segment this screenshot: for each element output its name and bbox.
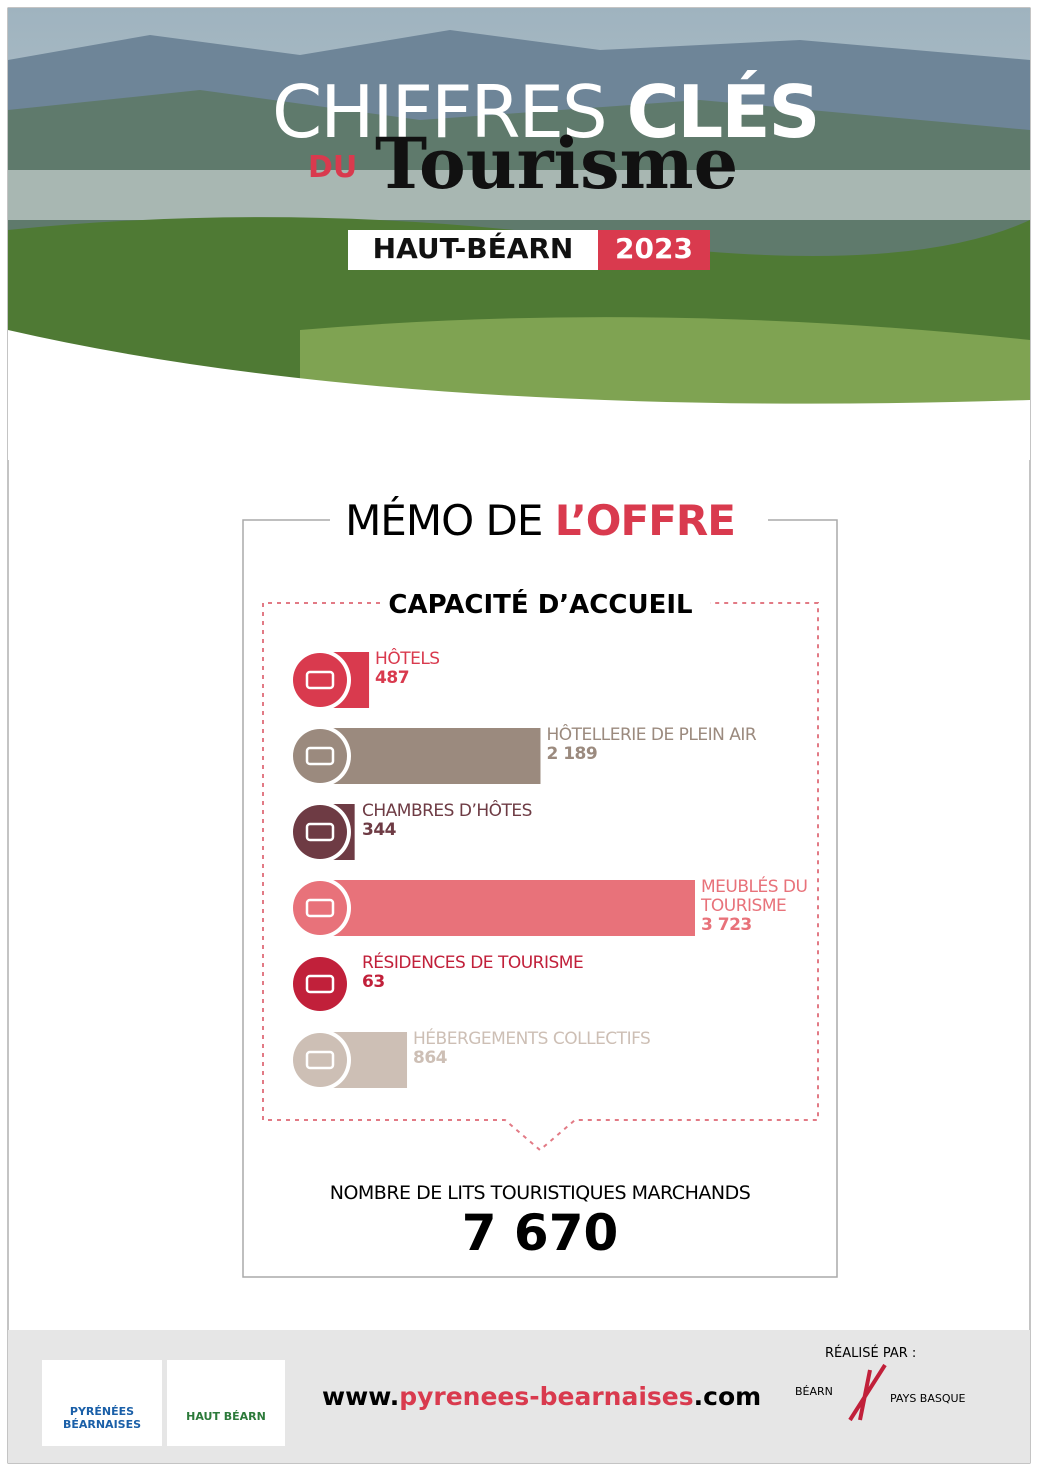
total-value: 7 670 [243, 1204, 837, 1262]
url[interactable]: www.pyrenees-bearnaises.com [322, 1382, 761, 1411]
value-label: 63 [362, 973, 583, 992]
du: DU [308, 150, 357, 185]
icon [293, 881, 347, 935]
logo-text: PAYS BASQUE [890, 1392, 966, 1405]
icon [293, 805, 347, 859]
year: 2023 [598, 232, 710, 265]
category: RÉSIDENCES DE TOURISME [362, 953, 583, 973]
page: CHIFFRES CLÉS DU Tourisme HAUT-BÉARN 202… [0, 0, 1038, 1470]
bar [320, 880, 695, 936]
memo-title: MÉMO DE L’OFFRE [243, 496, 837, 545]
made-by: RÉALISÉ PAR : [825, 1346, 916, 1361]
logo-text: PYRÉNÉES BÉARNAISES [48, 1405, 156, 1431]
total-label: NOMBRE DE LITS TOURISTIQUES MARCHANDS [243, 1182, 837, 1204]
tourisme: Tourisme [375, 122, 738, 205]
icon [293, 729, 347, 783]
logo-box [42, 1360, 162, 1446]
category: CHAMBRES D’HÔTES [362, 801, 532, 821]
url-part: .com [694, 1382, 762, 1411]
category: HÉBERGEMENTS COLLECTIFS [413, 1029, 650, 1049]
chart-title: CAPACITÉ D’ACCUEIL [263, 590, 818, 620]
value-label: 3 723 [701, 916, 821, 935]
value-label: 487 [375, 669, 440, 688]
category: MEUBLÉS DU TOURISME [701, 877, 807, 916]
icon [293, 653, 347, 707]
url-part: pyrenees-bearnaises [399, 1382, 693, 1411]
memo-title-part: MÉMO DE [345, 496, 542, 545]
logo-text: BÉARN [795, 1385, 833, 1398]
value-label: 2 189 [546, 745, 756, 764]
logo-box [167, 1360, 285, 1446]
category: HÔTELS [375, 649, 440, 669]
area: HAUT-BÉARN [348, 232, 598, 265]
value-label: 344 [362, 821, 532, 840]
category: HÔTELLERIE DE PLEIN AIR [546, 725, 756, 745]
value-label: 864 [413, 1049, 650, 1068]
bar [320, 728, 540, 784]
memo-title-part: L’OFFRE [555, 496, 735, 545]
url-part: www. [322, 1382, 399, 1411]
icon [293, 1033, 347, 1087]
logo-text: HAUT BÉARN [172, 1410, 280, 1423]
icon [293, 957, 347, 1011]
